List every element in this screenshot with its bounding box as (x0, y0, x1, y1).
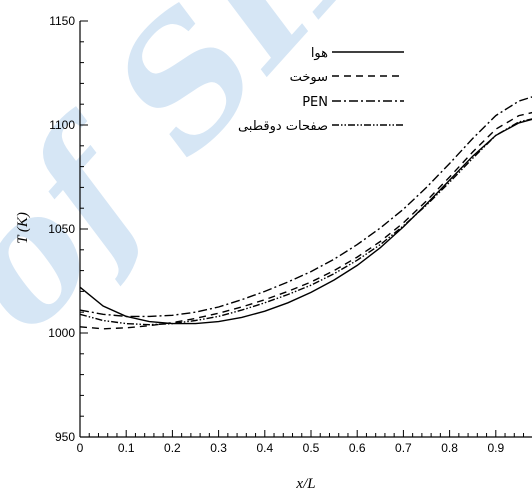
y-axis-title: T (K) (15, 212, 31, 244)
y-tick-label: 1150 (49, 14, 75, 28)
y-tick-label: 1000 (48, 326, 75, 340)
y-ticks: 950 1000 1050 1100 1150 (48, 14, 88, 444)
y-tick-label: 1050 (48, 222, 75, 236)
legend-label-1: هوا (311, 46, 328, 61)
x-tick-label: 0.4 (256, 441, 273, 455)
x-tick-label: 0.2 (164, 441, 181, 455)
x-tick-label: 0.7 (395, 441, 412, 455)
legend-label-4: صفحات دوقطبی (238, 119, 328, 134)
y-tick-label: 950 (55, 430, 75, 444)
x-tick-label: 0.8 (441, 441, 458, 455)
x-tick-label: 0.1 (118, 441, 135, 455)
legend-label-3: PEN (302, 95, 328, 110)
plot-area (79, 96, 532, 330)
x-axis-title: x/L (295, 476, 315, 492)
axes: 0 0.1 0.2 0.3 0.4 0.5 0.6 0.7 0.8 0.9 950 1000 1050… (48, 14, 532, 455)
x-tick-label: 0.3 (210, 441, 227, 455)
series-line-1 (79, 118, 532, 325)
y-tick-label: 1100 (49, 118, 75, 132)
x-tick-label: 0 (77, 441, 84, 455)
x-tick-label: 0.9 (487, 441, 504, 455)
series-line-3 (79, 96, 532, 318)
x-ticks: 0 0.1 0.2 0.3 0.4 0.5 0.6 0.7 0.8 0.9 (77, 430, 525, 455)
x-tick-label: 0.6 (349, 441, 366, 455)
watermark-text: of SID (0, 0, 446, 366)
x-tick-label: 0.5 (303, 441, 320, 455)
legend: هوا سوخت PEN صفحات دوقطبی (238, 46, 404, 134)
series-line-2 (79, 111, 532, 330)
legend-label-2: سوخت (290, 70, 328, 85)
series-line-4 (79, 118, 532, 326)
